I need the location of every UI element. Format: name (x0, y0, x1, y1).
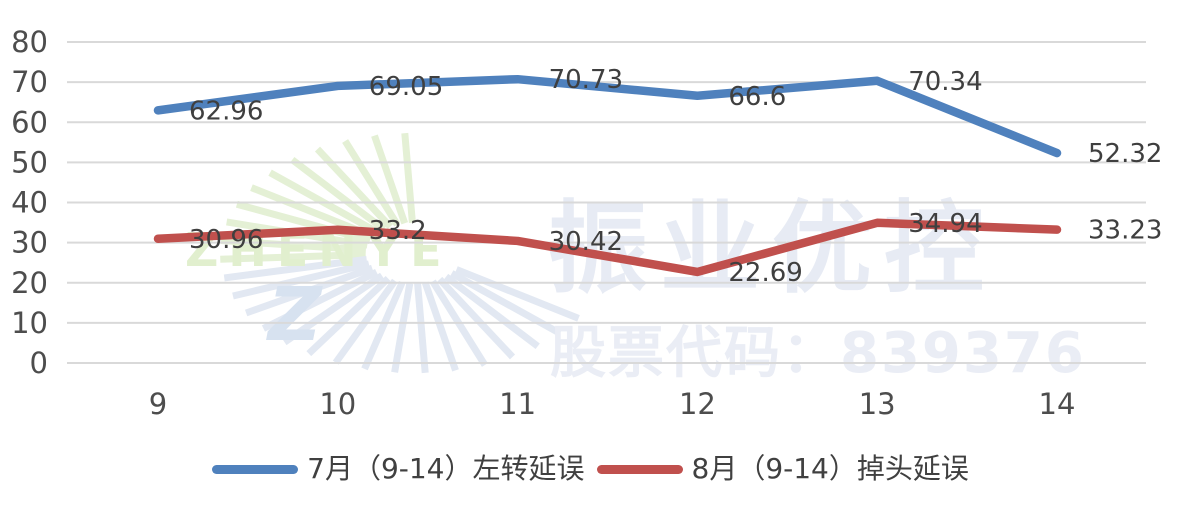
logo-blade (437, 276, 516, 360)
logo-blade (244, 264, 374, 317)
watermark-title: 振业优控 (548, 190, 996, 307)
x-tick-label: 11 (499, 387, 536, 421)
data-label: 30.42 (549, 227, 623, 257)
logo-blade (290, 156, 387, 233)
watermark-subtitle: 股票代码：839376 (550, 321, 1086, 386)
legend-swatch-red (596, 464, 683, 474)
data-label: 22.69 (728, 258, 802, 288)
logo-blade (232, 260, 370, 300)
y-tick-label: 10 (11, 306, 48, 340)
x-tick-label: 12 (679, 387, 716, 421)
data-label: 70.34 (908, 67, 982, 97)
data-label: 62.96 (189, 96, 263, 126)
data-label: 70.73 (549, 65, 623, 95)
logo-blade (371, 134, 409, 225)
legend-swatch-blue (212, 464, 299, 474)
logo-blade (401, 132, 416, 223)
logo-blade (332, 278, 398, 365)
y-tick-label: 0 (30, 346, 48, 380)
logo-blade (414, 283, 429, 374)
data-label: 33.2 (369, 216, 427, 246)
logo-blade (361, 280, 406, 371)
y-tick-label: 40 (11, 186, 48, 220)
data-label: 66.6 (728, 82, 786, 112)
data-label: 33.23 (1088, 216, 1162, 246)
y-tick-label: 50 (11, 145, 48, 179)
legend-item-july: 7月（9-14）左转延误 (212, 449, 585, 489)
logo-blade (223, 255, 368, 282)
x-tick-label: 10 (319, 387, 356, 421)
x-tick-label: 9 (149, 387, 167, 421)
legend-label-july: 7月（9-14）左转延误 (307, 452, 585, 485)
legend: 7月（9-14）左转延误 8月（9-14）掉头延误 (0, 449, 1181, 489)
logo-blade (306, 275, 391, 357)
data-label: 30.96 (189, 225, 263, 255)
logo-blade (391, 282, 414, 373)
watermark-logo-fan: Z (220, 132, 580, 374)
x-tick-label: 14 (1039, 387, 1076, 421)
logo-blade (261, 268, 379, 332)
logo-blade (342, 139, 401, 227)
x-tick-label: 13 (859, 387, 896, 421)
series-line-1 (153, 218, 1062, 277)
y-tick-label: 70 (11, 65, 48, 99)
y-tick-label: 30 (11, 226, 48, 260)
series-line-0 (153, 74, 1062, 158)
y-tick-label: 20 (11, 266, 48, 300)
logo-blade (220, 251, 366, 263)
legend-item-august: 8月（9-14）掉头延误 (596, 449, 969, 489)
data-label: 69.05 (369, 72, 443, 102)
y-tick-label: 60 (11, 105, 48, 139)
y-tick-label: 80 (11, 25, 48, 59)
watermark-z-glyph: Z (266, 272, 323, 358)
logo-blade (421, 281, 459, 372)
logo-blade (282, 272, 384, 346)
logo-blade (455, 266, 580, 322)
data-label: 52.32 (1088, 139, 1162, 169)
logo-blade (443, 273, 540, 350)
legend-label-august: 8月（9-14）掉头延误 (691, 452, 969, 485)
data-label: 34.94 (908, 209, 982, 239)
